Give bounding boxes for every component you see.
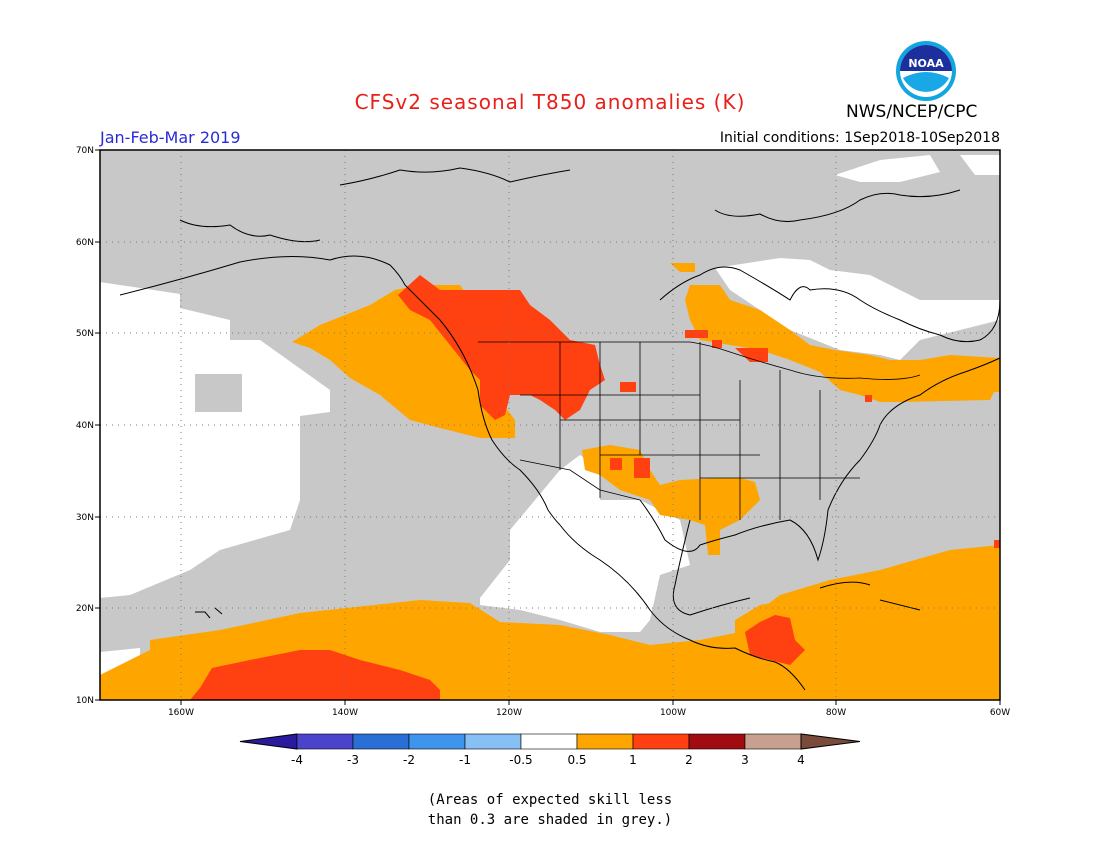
colorbar-box [352, 733, 410, 750]
axis-ticks [95, 149, 1001, 705]
lat-label: 10N [76, 696, 94, 706]
colorbar-arrow-high [800, 733, 861, 750]
lat-label: 30N [76, 513, 94, 523]
colorbar-box [464, 733, 522, 750]
note-line-1: (Areas of expected skill less [427, 792, 673, 808]
anomaly-map: 70N 60N 50N 40N 30N 20N 10N 160W 140W 12… [76, 146, 1010, 718]
map-title: CFSv2 seasonal T850 anomalies (K) [354, 90, 746, 114]
coastlines [119, 167, 1001, 691]
lat-label: 20N [76, 604, 94, 614]
lon-label: 140W [332, 708, 358, 718]
colorbar-box [744, 733, 802, 750]
lat-label: 70N [76, 146, 94, 156]
colorbar: -4 -3 -2 -1 -0.5 0.5 1 2 3 4 [239, 733, 861, 767]
colorbar-label: -1 [459, 753, 471, 767]
lon-label: 120W [496, 708, 522, 718]
noaa-logo: NOAA [896, 41, 956, 101]
colorbar-arrow-low [239, 733, 298, 750]
colorbar-box [576, 733, 634, 750]
colorbar-label: -2 [403, 753, 415, 767]
initial-conditions: Initial conditions: 1Sep2018-10Sep2018 [719, 130, 1000, 146]
colorbar-label: 0.5 [567, 753, 586, 767]
lon-label: 60W [990, 708, 1010, 718]
white-regions [100, 155, 1000, 678]
colorbar-label: -3 [347, 753, 359, 767]
colorbar-label: 3 [741, 753, 749, 767]
colorbar-box [408, 733, 466, 750]
colorbar-label: 1 [629, 753, 637, 767]
colorbar-label: -0.5 [509, 753, 532, 767]
colorbar-box [296, 733, 354, 750]
colorbar-label: 2 [685, 753, 693, 767]
colorbar-box [520, 733, 578, 750]
forecast-period: Jan-Feb-Mar 2019 [100, 128, 241, 147]
lat-label: 60N [76, 238, 94, 248]
red-regions [190, 275, 1000, 700]
colorbar-label: 4 [797, 753, 805, 767]
political-borders [478, 341, 921, 520]
colorbar-boxes [239, 733, 861, 750]
colorbar-box [632, 733, 690, 750]
skill-note: (Areas of expected skill less than 0.3 a… [0, 790, 1100, 830]
colorbar-box [688, 733, 746, 750]
colorbar-labels: -4 -3 -2 -1 -0.5 0.5 1 2 3 4 [291, 753, 805, 767]
lon-label: 100W [660, 708, 686, 718]
note-line-2: than 0.3 are shaded in grey.) [427, 812, 673, 828]
agency-label: NWS/NCEP/CPC [846, 102, 978, 122]
colorbar-label: -4 [291, 753, 303, 767]
lat-label: 50N [76, 329, 94, 339]
lon-label: 160W [168, 708, 194, 718]
lon-label: 80W [826, 708, 846, 718]
lat-label: 40N [76, 421, 94, 431]
graticule [100, 150, 1000, 700]
logo-text: NOAA [908, 57, 944, 70]
